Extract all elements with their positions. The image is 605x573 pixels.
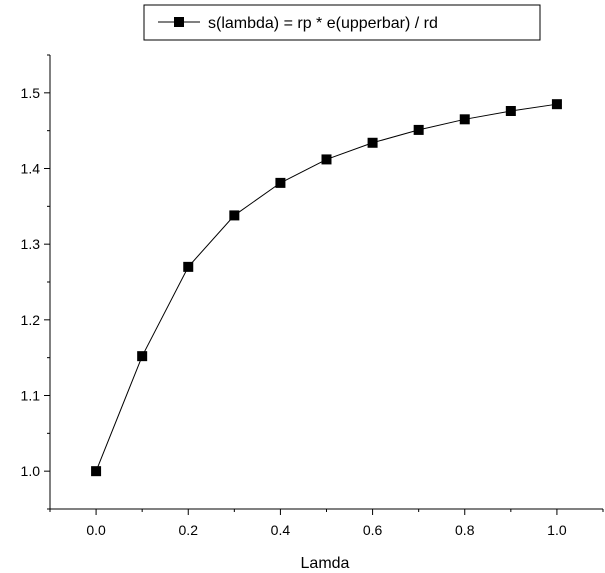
y-tick-label: 1.2 — [21, 312, 41, 328]
data-point — [137, 351, 148, 362]
x-tick-label: 0.4 — [271, 522, 291, 538]
data-point — [505, 105, 516, 116]
legend-label: s(lambda) = rp * e(upperbar) / rd — [208, 15, 438, 32]
data-point — [459, 114, 470, 125]
y-tick-label: 1.0 — [21, 463, 41, 479]
x-axis-label: Lamda — [301, 555, 350, 572]
x-tick-label: 1.0 — [547, 522, 567, 538]
data-point — [183, 261, 194, 272]
data-point — [413, 124, 424, 135]
axes: 0.0 0.2 0.4 0.6 0.8 1.0 1.0 1.1 1.2 1.3 1.4 1.5 — [21, 54, 604, 538]
data-point — [229, 210, 240, 221]
plot-area — [91, 99, 562, 477]
legend-marker-swatch — [174, 17, 184, 27]
data-point — [91, 466, 102, 477]
data-point — [275, 177, 286, 188]
y-tick-label: 1.3 — [21, 236, 41, 252]
legend: s(lambda) = rp * e(upperbar) / rd — [143, 4, 541, 41]
data-point — [321, 154, 332, 165]
y-tick-label: 1.5 — [21, 85, 41, 101]
data-point — [367, 137, 378, 148]
legend-box — [143, 4, 541, 41]
x-tick-label: 0.8 — [455, 522, 475, 538]
x-tick-label: 0.0 — [86, 522, 106, 538]
x-tick-label: 0.2 — [179, 522, 199, 538]
y-tick-label: 1.1 — [21, 388, 41, 404]
x-tick-label: 0.6 — [363, 522, 383, 538]
y-tick-label: 1.4 — [21, 161, 41, 177]
data-point — [551, 99, 562, 110]
